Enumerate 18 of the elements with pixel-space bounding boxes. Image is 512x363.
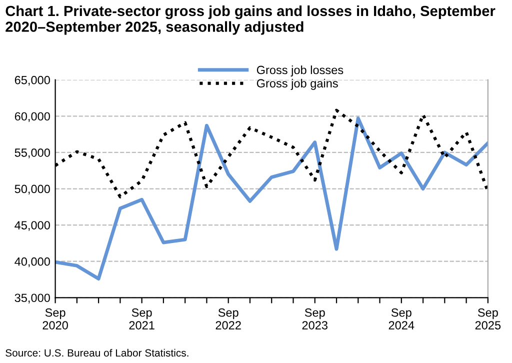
y-tick-label: 65,000 [14,76,50,86]
chart-title: Chart 1. Private-sector gross job gains and losses in Idaho, September 2020–September 2025, seasonally adjusted [6,5,496,35]
x-tick-label: Sep 2024 [388,308,414,330]
x-tick-label: Sep 2020 [42,308,68,330]
x-tick-label: Sep 2022 [216,308,241,330]
y-tick-label: 50,000 [14,184,50,195]
y-tick-label: 35,000 [14,294,50,304]
legend-label: Gross job gains [256,78,338,90]
y-tick-label: 60,000 [14,112,50,122]
x-tick-label: Sep 2021 [129,308,154,330]
y-tick-label: 40,000 [14,257,50,268]
source-note: Source: U.S. Bureau of Labor Statistics. [6,348,188,357]
legend-label: Gross job losses [256,65,344,76]
line-series [55,116,488,281]
x-tick-label: Sep 2023 [302,308,328,330]
y-tick-label: 55,000 [14,148,50,158]
y-tick-label: 45,000 [14,221,50,231]
x-tick-label: Sep 2025 [475,308,501,330]
